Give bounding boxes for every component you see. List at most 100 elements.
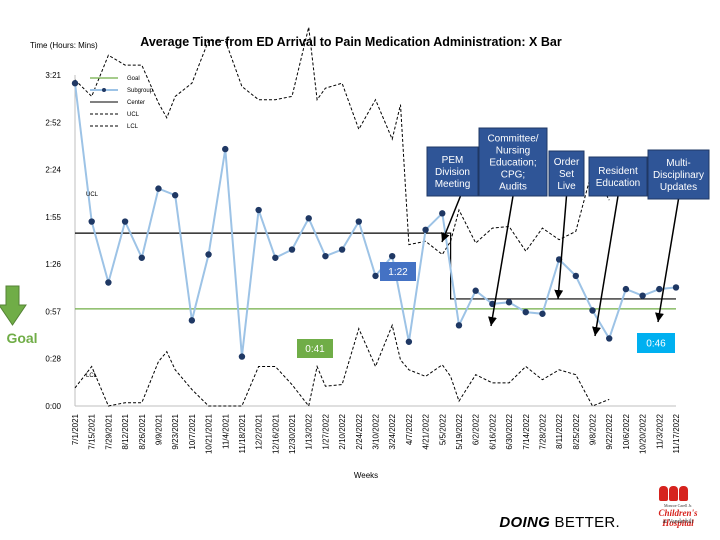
subgroup-point [155, 185, 162, 192]
ucl-line [74, 27, 610, 256]
x-tick-label: 7/28/2022 [538, 413, 547, 449]
value-label-box [637, 333, 675, 353]
subgroup-point [656, 285, 663, 293]
annotation-arrow [554, 195, 568, 300]
x-tick-label: 8/25/2022 [572, 413, 581, 449]
lcl-label: LCL [86, 373, 98, 379]
x-tick-label: 4/21/2022 [422, 413, 431, 449]
tagline-rest: BETTER. [550, 514, 620, 531]
x-tick-label: 2/24/2022 [355, 413, 364, 449]
x-tick-label: 11/4/2021 [221, 413, 230, 449]
legend-subgroup-marker [102, 88, 106, 92]
x-tick-label: 8/12/2021 [121, 413, 130, 449]
x-tick-label: 12/30/2021 [288, 413, 297, 454]
x-tick-label: 3/24/2022 [388, 413, 397, 449]
subgroup-point [422, 226, 429, 233]
goal-label: Goal [6, 330, 37, 346]
annotation-text: Multi-Disciplinary Updates [653, 158, 704, 193]
x-tick-label: 8/11/2022 [555, 413, 564, 449]
annotation-box [548, 150, 585, 197]
y-tick-label: 2:52 [45, 118, 61, 127]
subgroup-line [74, 83, 677, 357]
goal-arrow-icon [0, 285, 27, 326]
y-tick-label: 0:00 [45, 402, 61, 411]
x-tick-label: 9/8/2022 [589, 413, 598, 445]
subgroup-point [171, 192, 179, 199]
legend: Goal Subgroup Center UCL LCL [90, 76, 154, 130]
y-tick-label: 1:55 [45, 213, 61, 222]
annotation-box [478, 127, 548, 197]
annotation-box [588, 156, 648, 197]
chart-title: Average Time from ED Arrival to Pain Med… [140, 35, 562, 49]
subgroup-point [121, 218, 129, 225]
value-label-text: 1:22 [388, 267, 408, 278]
legend-label: Goal [127, 76, 140, 82]
x-tick-label: 1/13/2022 [305, 413, 314, 449]
ucl-label: UCL [86, 192, 99, 198]
subgroup-point [589, 307, 596, 314]
annotations: 1:22 0:41 0:46 PEM Division Meeting Committee/… [0, 127, 710, 358]
annotation-text: Committee/Nursing Education; CPG; Audits [487, 134, 538, 193]
value-label-box [380, 262, 416, 281]
subgroup-point [572, 272, 580, 280]
y-tick-label: 1:26 [45, 260, 61, 269]
x-tick-label: 10/20/2022 [639, 413, 648, 454]
x-tick-label: 4/7/2022 [405, 413, 414, 445]
subgroup-point [405, 338, 413, 345]
x-tick-label: 10/7/2021 [188, 413, 197, 449]
subgroup-point [472, 287, 479, 294]
subgroup-point [88, 218, 95, 225]
value-label-text: 0:46 [646, 339, 666, 350]
subgroup-point [255, 206, 262, 214]
x-tick-label: 9/9/2021 [154, 413, 163, 445]
subgroup-point [355, 218, 363, 225]
x-axis-label: Weeks [354, 471, 378, 480]
children-figures-icon [659, 486, 689, 506]
subgroup-point [439, 210, 446, 217]
subgroup-point [71, 80, 79, 87]
subgroup-point [222, 145, 229, 153]
x-tick-label: 3/10/2022 [372, 413, 381, 449]
y-tick-label: 0:57 [45, 307, 61, 316]
annotation-text: Resident Education [596, 166, 640, 189]
x-tick-label: 11/3/2022 [655, 413, 664, 449]
x-tick-label: 7/29/2021 [104, 413, 113, 449]
subgroup-point [672, 284, 680, 291]
legend-label: UCL [127, 112, 140, 118]
subgroup-point [138, 254, 145, 261]
x-tick-label: 10/6/2022 [622, 413, 631, 449]
subgroup-point [622, 285, 630, 293]
x-tick-label: 11/18/2021 [238, 413, 247, 453]
tagline: DOING BETTER. [499, 514, 620, 531]
x-tick-label: 6/30/2022 [505, 413, 514, 449]
legend-label: Center [127, 100, 145, 106]
legend-label: Subgroup [127, 88, 154, 94]
x-tick-label: 6/16/2022 [488, 413, 497, 449]
subgroup-point [539, 310, 546, 317]
subgroup-point [455, 322, 463, 329]
x-tick-label: 7/15/2021 [88, 413, 97, 449]
annotation-arrow [441, 195, 462, 243]
annotation-box [426, 146, 479, 197]
subgroup-point [606, 335, 613, 342]
subgroup-point [305, 215, 312, 222]
y-tick-label: 0:28 [45, 355, 61, 364]
logo-line2: Children's Hospital [658, 508, 698, 528]
annotation-arrow [488, 195, 514, 327]
x-tick-label: 7/1/2021 [71, 413, 80, 445]
x-tick-label: 5/5/2022 [438, 413, 447, 445]
subgroup-point [272, 254, 279, 261]
subgroup-point [205, 251, 212, 258]
x-tick-label: 7/14/2022 [522, 413, 531, 449]
annotation-text: Order Set Live [554, 157, 580, 192]
x-tick-label: 1/27/2022 [321, 413, 330, 449]
x-tick-label: 10/21/2021 [205, 413, 214, 454]
legend-label: LCL [127, 124, 139, 130]
x-tick-label: 9/23/2021 [171, 413, 180, 449]
value-label-text: 0:41 [305, 344, 325, 355]
x-tick-label: 12/16/2021 [271, 413, 280, 454]
x-tick-label: 2/10/2022 [338, 413, 347, 449]
subgroup-point [388, 252, 396, 260]
subgroup-point [288, 246, 296, 253]
